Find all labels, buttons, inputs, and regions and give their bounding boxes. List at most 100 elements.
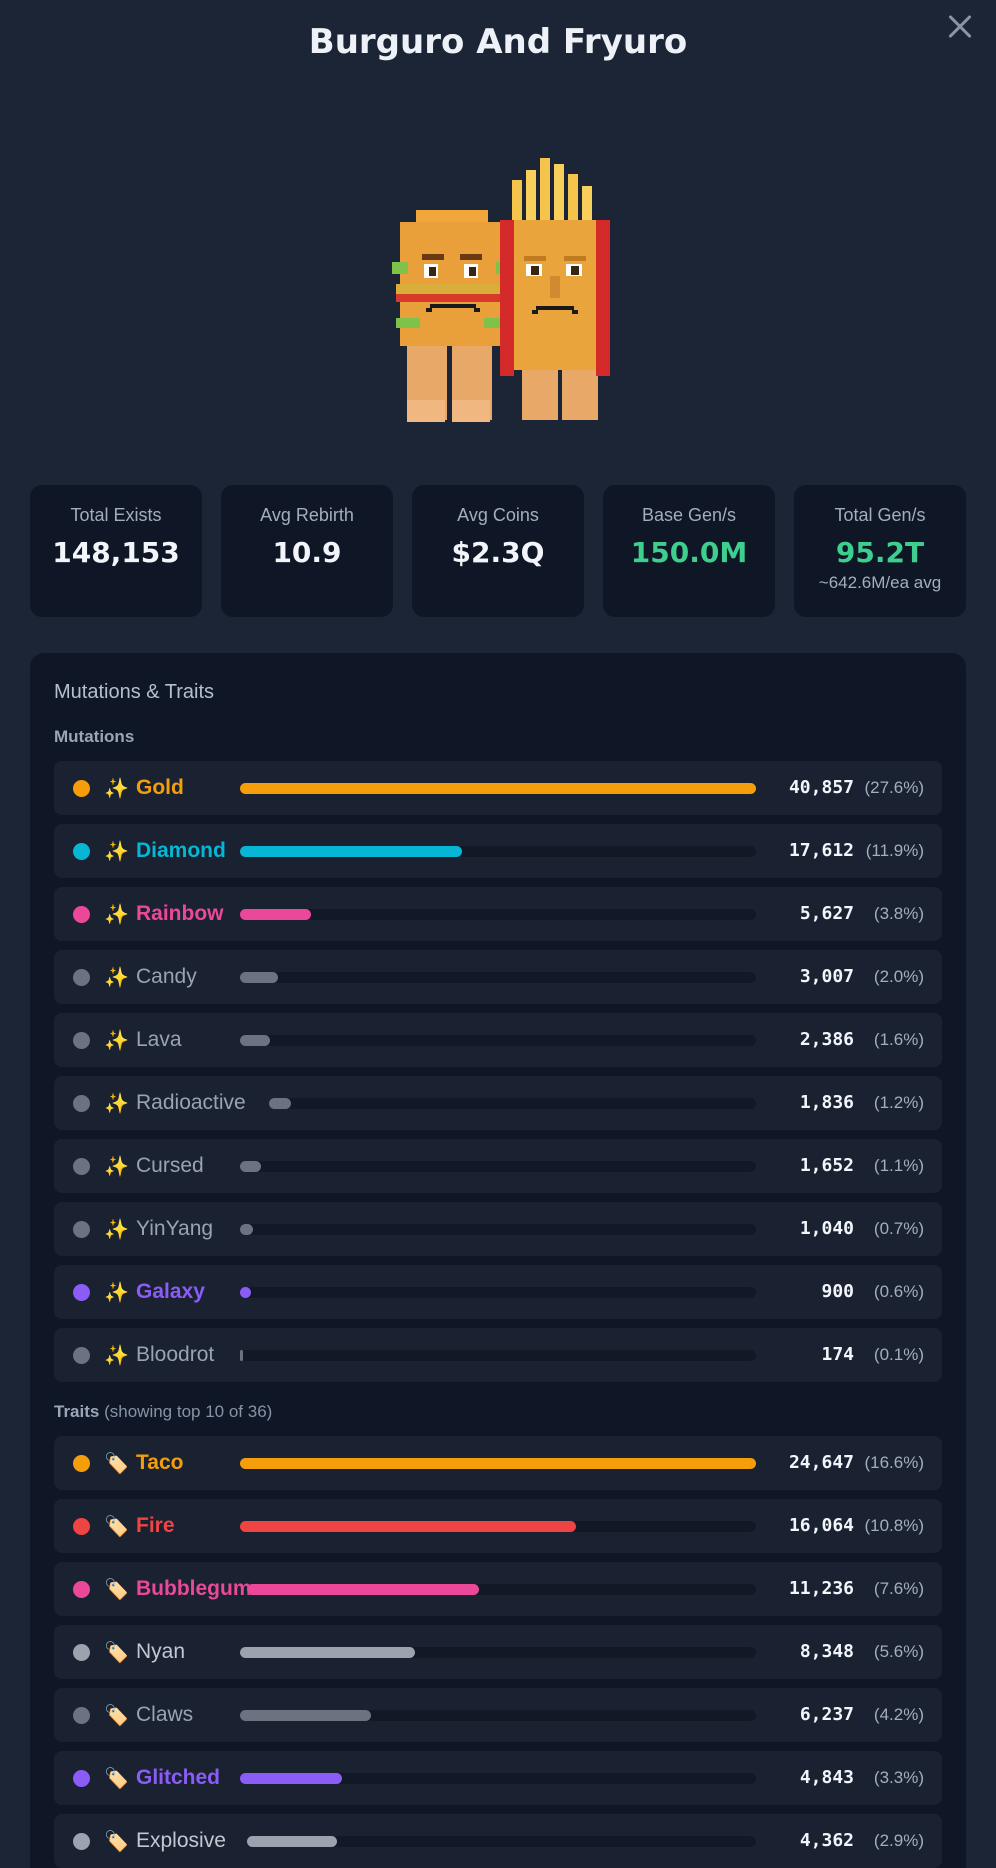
color-dot — [73, 1284, 90, 1301]
list-item[interactable]: 🏷️ Explosive 4,362 (2.9%) — [54, 1814, 942, 1868]
item-percent: (16.6%) — [864, 1453, 924, 1472]
tag-icon: 🏷️ — [104, 1640, 129, 1664]
item-count: 2,386 — [799, 1029, 854, 1050]
tag-icon: 🏷️ — [104, 1829, 129, 1853]
bar-track — [240, 972, 756, 983]
list-item[interactable]: ✨ Gold 40,857 (27.6%) — [54, 761, 942, 815]
stat-label: Avg Rebirth — [260, 505, 354, 525]
list-item[interactable]: ✨ Radioactive 1,836 (1.2%) — [54, 1076, 942, 1130]
item-name: Rainbow — [136, 902, 224, 925]
item-name: Cursed — [136, 1154, 204, 1177]
stats-row: Total Exists 148,153 Avg Rebirth 10.9 Av… — [30, 485, 966, 617]
stat-label: Base Gen/s — [641, 505, 737, 525]
list-item[interactable]: ✨ Candy 3,007 (2.0%) — [54, 950, 942, 1004]
bar-track — [240, 1287, 756, 1298]
sparkles-icon: ✨ — [104, 1091, 129, 1115]
bar-fill — [240, 1710, 371, 1721]
item-percent: (2.9%) — [873, 1831, 924, 1850]
item-name: Explosive — [136, 1829, 226, 1852]
bar-fill — [247, 1836, 338, 1847]
item-count: 3,007 — [799, 966, 854, 987]
bar-track — [240, 909, 756, 920]
color-dot — [73, 1833, 90, 1850]
bar-fill — [240, 1647, 415, 1658]
item-count: 16,064 — [788, 1515, 854, 1536]
close-icon[interactable] — [942, 8, 978, 44]
tag-icon: 🏷️ — [104, 1703, 129, 1727]
list-item[interactable]: 🏷️ Fire 16,064 (10.8%) — [54, 1499, 942, 1553]
item-percent: (3.3%) — [873, 1768, 924, 1787]
mutations-section-label: Mutations — [54, 727, 135, 746]
sparkles-icon: ✨ — [104, 965, 129, 989]
item-name: Candy — [136, 965, 197, 988]
sparkles-icon: ✨ — [104, 776, 129, 800]
item-name: Gold — [136, 776, 184, 799]
bar-track — [240, 1710, 756, 1721]
bar-fill — [240, 1161, 261, 1172]
list-item[interactable]: ✨ Lava 2,386 (1.6%) — [54, 1013, 942, 1067]
page-title: Burguro And Fryuro — [308, 22, 688, 62]
item-percent: (1.1%) — [873, 1156, 924, 1175]
item-percent: (11.9%) — [865, 841, 924, 860]
stat-subtext: ~642.6M/ea avg — [818, 573, 942, 592]
list-item[interactable]: ✨ Rainbow 5,627 (3.8%) — [54, 887, 942, 941]
list-item[interactable]: 🏷️ Nyan 8,348 (5.6%) — [54, 1625, 942, 1679]
item-name: YinYang — [136, 1217, 214, 1240]
sparkles-icon: ✨ — [104, 1154, 129, 1178]
list-item[interactable]: 🏷️ Taco 24,647 (16.6%) — [54, 1436, 942, 1490]
tag-icon: 🏷️ — [104, 1766, 129, 1790]
bar-track — [240, 1773, 756, 1784]
list-item[interactable]: 🏷️ Claws 6,237 (4.2%) — [54, 1688, 942, 1742]
color-dot — [73, 1770, 90, 1787]
traits-note: (showing top 10 of 36) — [104, 1402, 273, 1421]
bar-track — [240, 1035, 756, 1046]
list-item[interactable]: ✨ Cursed 1,652 (1.1%) — [54, 1139, 942, 1193]
bar-track — [240, 1350, 756, 1361]
item-name: Diamond — [136, 839, 226, 862]
tag-icon: 🏷️ — [104, 1514, 129, 1538]
traits-label: Traits — [54, 1402, 100, 1421]
item-count: 6,237 — [799, 1704, 854, 1725]
bar-track — [240, 1458, 756, 1469]
item-percent: (0.6%) — [873, 1282, 924, 1301]
item-name: Galaxy — [136, 1280, 205, 1303]
item-name: Nyan — [136, 1640, 186, 1663]
list-item[interactable]: ✨ Galaxy 900 (0.6%) — [54, 1265, 942, 1319]
list-item[interactable]: ✨ Diamond 17,612 (11.9%) — [54, 824, 942, 878]
item-count: 1,836 — [799, 1092, 854, 1113]
bar-track — [240, 783, 756, 794]
tag-icon: 🏷️ — [104, 1577, 129, 1601]
list-item[interactable]: 🏷️ Glitched 4,843 (3.3%) — [54, 1751, 942, 1805]
bar-fill — [240, 846, 463, 857]
item-count: 24,647 — [788, 1452, 854, 1473]
bar-fill — [240, 909, 312, 920]
item-percent: (27.6%) — [864, 778, 924, 797]
bar-fill — [240, 1224, 253, 1235]
bar-track — [240, 846, 756, 857]
bar-fill — [240, 972, 279, 983]
bar-track — [240, 1647, 756, 1658]
bar-track — [269, 1098, 756, 1109]
item-percent: (1.2%) — [873, 1093, 924, 1112]
stat-label: Avg Coins — [457, 505, 539, 525]
stat-total-exists: Total Exists 148,153 — [30, 485, 202, 617]
color-dot — [73, 906, 90, 923]
list-item[interactable]: ✨ Bloodrot 174 (0.1%) — [54, 1328, 942, 1382]
color-dot — [73, 1347, 90, 1364]
item-percent: (3.8%) — [873, 904, 924, 923]
stat-total-gen: Total Gen/s 95.2T ~642.6M/ea avg — [794, 485, 966, 617]
item-percent: (4.2%) — [873, 1705, 924, 1724]
list-item[interactable]: 🏷️ Bubblegum 11,236 (7.6%) — [54, 1562, 942, 1616]
item-count: 1,652 — [799, 1155, 854, 1176]
list-item[interactable]: ✨ YinYang 1,040 (0.7%) — [54, 1202, 942, 1256]
stat-label: Total Exists — [70, 505, 162, 525]
stat-avg-rebirth: Avg Rebirth 10.9 — [221, 485, 393, 617]
bar-track — [247, 1584, 756, 1595]
burger-character — [392, 210, 512, 422]
stat-label: Total Gen/s — [834, 505, 926, 525]
stat-value: 10.9 — [272, 536, 342, 569]
item-count: 174 — [821, 1344, 854, 1365]
color-dot — [73, 1095, 90, 1112]
color-dot — [73, 843, 90, 860]
bar-fill — [240, 1035, 270, 1046]
